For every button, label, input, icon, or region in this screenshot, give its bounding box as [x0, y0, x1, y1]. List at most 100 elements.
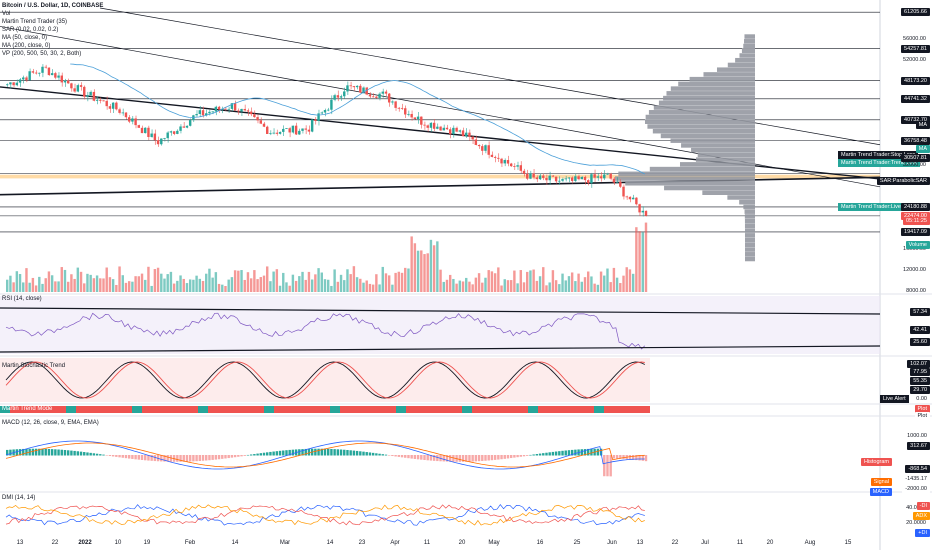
candle-body [410, 113, 413, 118]
candle-body [95, 100, 99, 101]
volume-bar [622, 275, 625, 292]
candle-body [522, 170, 526, 174]
volume-profile-bar [744, 237, 755, 243]
macd-histogram-bar [57, 449, 60, 456]
volume-bar [214, 272, 218, 292]
macd-histogram-bar [44, 448, 47, 456]
price-badge: 61205.66 [901, 8, 930, 17]
volume-profile-bar [689, 76, 755, 82]
volume-bar [490, 271, 494, 292]
candle-body [416, 116, 420, 120]
candle-body [394, 101, 397, 108]
volume-bar [468, 281, 471, 292]
volume-bar [15, 271, 19, 292]
candle-body [554, 176, 558, 182]
volume-bar [169, 271, 173, 292]
candle-body [79, 85, 83, 87]
candle-body [269, 133, 272, 135]
x-axis-tick: 22 [671, 540, 679, 546]
candle-body [352, 86, 356, 88]
volume-bar [147, 266, 150, 292]
volume-bar [426, 253, 429, 292]
candle-body [230, 103, 234, 109]
candle-body [619, 181, 622, 187]
volume-bar [288, 285, 291, 292]
volume-bar [188, 279, 192, 292]
candle-body [185, 125, 189, 128]
volume-bar [330, 285, 333, 292]
candle-body [448, 129, 452, 135]
macd-histogram-bar [6, 449, 9, 456]
candle-body [201, 110, 205, 116]
volume-bar [282, 272, 285, 292]
volume-bar [593, 283, 596, 292]
price-badge: Volume [905, 241, 930, 250]
volume-bar [603, 275, 606, 292]
volume-bar [378, 284, 381, 292]
volume-bar [307, 271, 311, 292]
macd-histogram-bar [365, 452, 368, 456]
volume-bar [217, 283, 221, 292]
candle-body [76, 85, 80, 92]
volume-bar [12, 282, 15, 292]
candle-body [432, 122, 436, 129]
price-tick-label: 12000.00 [903, 267, 926, 273]
candle-body [262, 123, 266, 127]
volume-bar [545, 285, 548, 292]
volume-bar [291, 274, 295, 292]
volume-bar [394, 272, 397, 292]
candle-body [6, 84, 9, 86]
macd-histogram-bar [201, 455, 205, 461]
candle-body [628, 196, 632, 200]
ma50-line [70, 63, 645, 175]
candle-body [574, 176, 577, 181]
volume-profile-bar [739, 199, 755, 205]
candle-body [538, 175, 542, 180]
volume-bar [272, 271, 275, 292]
volume-bar [561, 273, 564, 292]
macd-histogram-bar [554, 451, 558, 456]
candle-body [47, 67, 51, 76]
candle-body [468, 132, 471, 137]
candle-body [60, 75, 63, 83]
macd-histogram-bar [497, 455, 500, 460]
macd-histogram-bar [15, 449, 19, 456]
legend-title: Bitcoin / U.S. Dollar, 1D, COINBASE [2, 3, 104, 9]
candle-body [407, 113, 410, 115]
volume-bar [41, 283, 44, 292]
x-axis-tick: Mar [279, 540, 291, 546]
macd-histogram-bar [603, 455, 606, 477]
macd-histogram-bar [320, 448, 323, 456]
volume-profile-bar [744, 233, 755, 238]
volume-bar [442, 281, 445, 292]
volume-bar [9, 275, 12, 292]
macd-histogram-bar [509, 455, 513, 459]
candle-body [38, 72, 41, 74]
macd-histogram-bar [558, 451, 561, 456]
macd-histogram-bar [47, 448, 51, 456]
dmi-tick-label: 40.0000 [906, 505, 926, 511]
volume-bar [224, 285, 227, 292]
candle-body [606, 173, 609, 175]
volume-bar [137, 276, 141, 292]
volume-bar [304, 279, 307, 292]
macd-histogram-bar [323, 448, 327, 456]
candle-body [124, 112, 128, 118]
price-badge: 22474.00 [901, 211, 930, 220]
volume-bar [201, 280, 205, 292]
macd-badge: -868.54 [905, 465, 930, 473]
macd-histogram-bar [195, 455, 198, 462]
volume-bar [253, 270, 256, 292]
macd-histogram-bar [92, 453, 96, 456]
volume-bar [362, 282, 365, 292]
volume-profile-bar [645, 114, 755, 120]
candle-body [282, 128, 285, 132]
candle-body [182, 126, 185, 128]
macd-histogram-bar [298, 449, 301, 456]
volume-bar [619, 283, 622, 292]
x-axis-tick: 14 [231, 540, 239, 546]
volume-bar [548, 282, 551, 292]
trend-mode-up-segment [330, 406, 340, 413]
volume-bar [83, 283, 86, 292]
candle-body [365, 87, 368, 95]
